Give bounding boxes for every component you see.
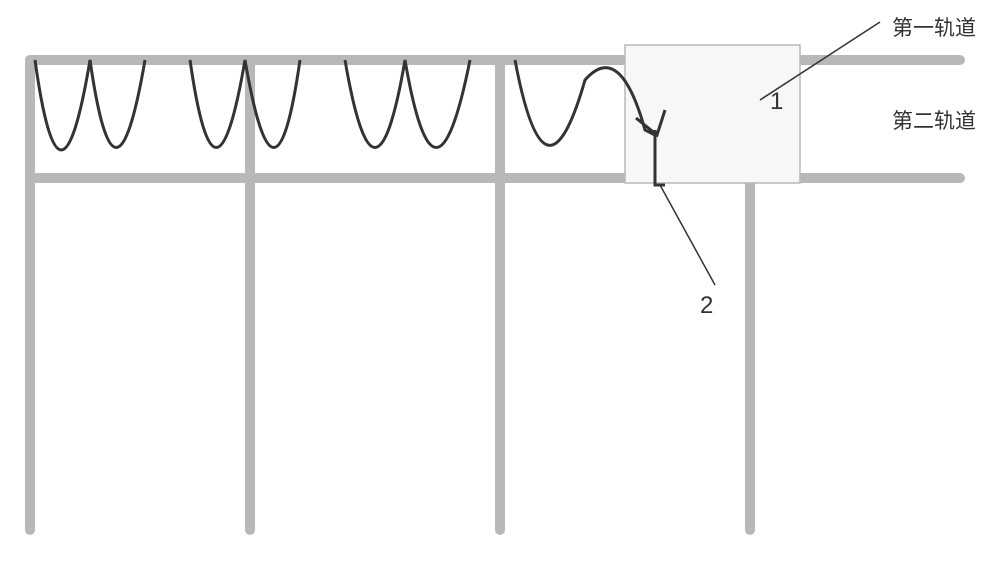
leader-line-2 bbox=[660, 185, 715, 285]
rail-2-label: 第二轨道 bbox=[892, 105, 976, 135]
callout-2: 2 bbox=[700, 292, 713, 320]
callout-1: 1 bbox=[770, 88, 783, 116]
cable-loops bbox=[35, 60, 655, 150]
diagram-svg bbox=[0, 0, 1000, 575]
rail-1-label: 第一轨道 bbox=[892, 12, 976, 42]
